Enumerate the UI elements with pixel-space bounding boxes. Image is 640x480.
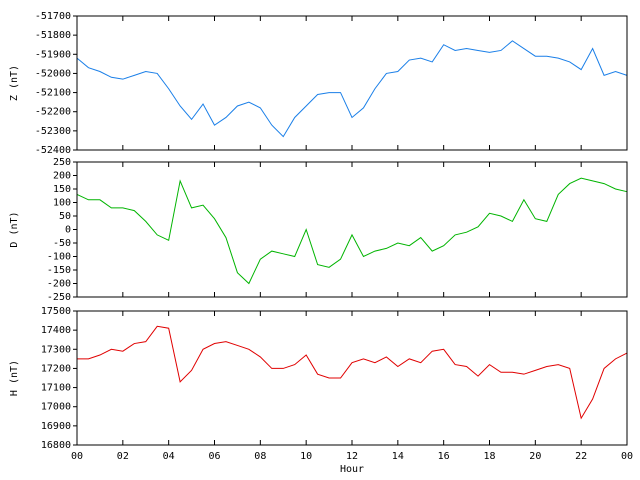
x-tick-label: 00 <box>621 451 633 462</box>
y-tick-label: 17100 <box>41 383 71 394</box>
x-tick-label: 16 <box>438 451 450 462</box>
y-tick-label: -52400 <box>35 145 71 156</box>
y-tick-label: 16800 <box>41 440 71 451</box>
y-tick-label: -100 <box>47 252 71 263</box>
y-tick-label: 17000 <box>41 402 71 413</box>
y-tick-label: -52100 <box>35 88 71 99</box>
y-axis-label: H (nT) <box>9 360 20 396</box>
x-tick-label: 18 <box>483 451 495 462</box>
x-axis-label: Hour <box>340 464 364 475</box>
y-tick-label: -200 <box>47 279 71 290</box>
plot-frame <box>76 161 628 298</box>
y-tick-label: -51800 <box>35 30 71 41</box>
x-tick-label: 08 <box>254 451 266 462</box>
y-tick-label: -150 <box>47 265 71 276</box>
plot-frame <box>76 310 628 446</box>
data-line <box>76 40 628 138</box>
y-tick-label: -51700 <box>35 11 71 22</box>
x-tick-label: 22 <box>575 451 587 462</box>
y-tick-label: -250 <box>47 292 71 303</box>
y-tick-label: 100 <box>53 198 71 209</box>
x-tick-label: 14 <box>392 451 404 462</box>
y-tick-label: 250 <box>53 157 71 168</box>
x-tick-label: 20 <box>529 451 541 462</box>
y-axis-label: D (nT) <box>9 211 20 247</box>
data-line <box>76 177 628 285</box>
y-tick-label: 17400 <box>41 325 71 336</box>
data-line <box>77 325 628 420</box>
y-tick-label: 17500 <box>41 306 71 317</box>
plot-frame <box>76 15 628 151</box>
y-tick-label: -52200 <box>35 107 71 118</box>
y-tick-label: 150 <box>53 184 71 195</box>
x-tick-label: 04 <box>163 451 175 462</box>
x-tick-label: 00 <box>71 451 83 462</box>
y-axis-label: Z (nT) <box>9 65 20 101</box>
y-tick-label: 16900 <box>41 421 71 432</box>
y-tick-label: 0 <box>65 225 71 236</box>
x-tick-label: 12 <box>346 451 358 462</box>
x-tick-label: 06 <box>208 451 220 462</box>
y-tick-label: 50 <box>59 211 71 222</box>
y-tick-label: -51900 <box>35 49 71 60</box>
y-tick-label: -50 <box>53 238 71 249</box>
y-tick-label: -52000 <box>35 68 71 79</box>
x-tick-label: 10 <box>300 451 312 462</box>
y-tick-label: 200 <box>53 171 71 182</box>
y-tick-label: 17200 <box>41 363 71 374</box>
y-tick-label: 17300 <box>41 344 71 355</box>
x-tick-label: 02 <box>117 451 129 462</box>
y-tick-label: -52300 <box>35 126 71 137</box>
